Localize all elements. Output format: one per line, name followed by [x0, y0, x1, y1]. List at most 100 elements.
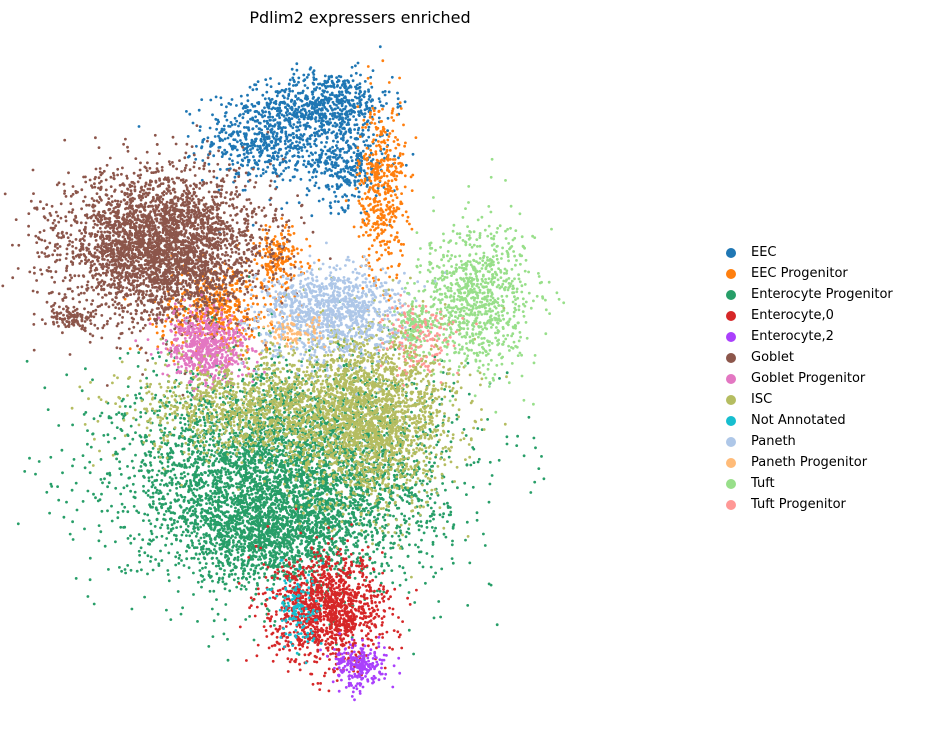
data-point	[302, 116, 306, 120]
data-point	[352, 115, 355, 118]
data-point	[287, 229, 290, 233]
data-point	[367, 274, 371, 277]
data-point	[399, 249, 402, 253]
data-point	[293, 80, 296, 84]
data-point	[341, 138, 345, 142]
data-point	[289, 145, 293, 149]
data-point	[120, 569, 123, 573]
data-point	[200, 580, 204, 583]
data-point	[46, 408, 50, 411]
data-point	[370, 104, 374, 108]
data-point	[382, 239, 386, 243]
data-point	[301, 91, 304, 95]
data-point	[366, 76, 370, 80]
data-point	[196, 580, 200, 584]
data-point	[331, 117, 335, 121]
data-point	[261, 566, 264, 570]
data-point	[410, 410, 413, 414]
data-point	[74, 577, 78, 580]
data-point	[244, 332, 248, 336]
data-point	[320, 98, 324, 102]
data-point	[65, 500, 68, 504]
data-point	[362, 233, 365, 237]
data-point	[118, 566, 121, 569]
data-point	[469, 463, 473, 467]
data-point	[163, 427, 167, 430]
data-point	[444, 488, 447, 492]
data-point	[396, 138, 399, 142]
data-point	[350, 98, 354, 102]
data-point	[257, 121, 261, 125]
data-point	[25, 359, 29, 363]
data-point	[233, 175, 237, 179]
data-point	[340, 84, 344, 87]
data-point	[283, 96, 286, 100]
data-point	[371, 276, 375, 280]
data-point	[270, 127, 274, 131]
data-point	[326, 80, 330, 84]
data-point	[314, 151, 317, 155]
data-point	[396, 105, 400, 109]
data-point	[396, 102, 400, 106]
data-point	[295, 140, 298, 144]
data-point	[462, 428, 466, 431]
data-point	[391, 189, 394, 193]
data-point	[286, 274, 290, 277]
data-point	[194, 157, 198, 161]
data-point	[274, 171, 277, 174]
data-point	[369, 208, 373, 212]
data-point	[336, 146, 339, 150]
data-point	[264, 264, 268, 268]
data-point	[325, 137, 329, 140]
data-point	[371, 538, 374, 542]
data-point	[275, 132, 279, 136]
data-point	[288, 112, 292, 116]
data-point	[463, 481, 467, 485]
data-point	[313, 134, 317, 138]
data-point	[397, 162, 400, 165]
data-point	[284, 358, 288, 362]
data-point	[369, 100, 373, 103]
data-point	[394, 167, 398, 170]
data-point	[387, 246, 390, 250]
data-point	[387, 90, 391, 94]
data-point	[354, 64, 357, 68]
data-point	[176, 590, 180, 593]
data-point	[247, 160, 250, 164]
data-point	[373, 505, 377, 508]
data-point	[348, 146, 351, 150]
data-point	[263, 147, 267, 150]
data-point	[183, 475, 187, 478]
data-point	[138, 392, 141, 395]
data-point	[475, 511, 479, 515]
data-point	[220, 103, 223, 106]
data-point	[229, 153, 233, 157]
data-point	[236, 140, 239, 144]
data-point	[337, 200, 340, 204]
data-point	[278, 109, 281, 113]
data-point	[375, 166, 379, 170]
data-point	[321, 108, 324, 112]
data-point	[324, 86, 328, 90]
data-point	[231, 147, 235, 151]
data-point	[284, 117, 288, 121]
data-point	[81, 500, 85, 503]
data-point	[92, 602, 96, 606]
data-point	[389, 194, 393, 198]
data-point	[139, 415, 143, 419]
data-point	[261, 470, 265, 474]
data-point	[137, 125, 141, 128]
data-point	[407, 424, 411, 428]
data-point	[443, 388, 446, 391]
data-point	[380, 169, 384, 173]
data-point	[137, 549, 141, 553]
data-point	[395, 273, 399, 277]
data-point	[357, 199, 361, 203]
data-point	[346, 204, 350, 208]
data-point	[186, 135, 190, 138]
data-point	[195, 488, 199, 492]
data-point	[287, 82, 291, 86]
data-point	[368, 197, 372, 201]
data-point	[235, 130, 239, 134]
data-point	[440, 397, 444, 401]
